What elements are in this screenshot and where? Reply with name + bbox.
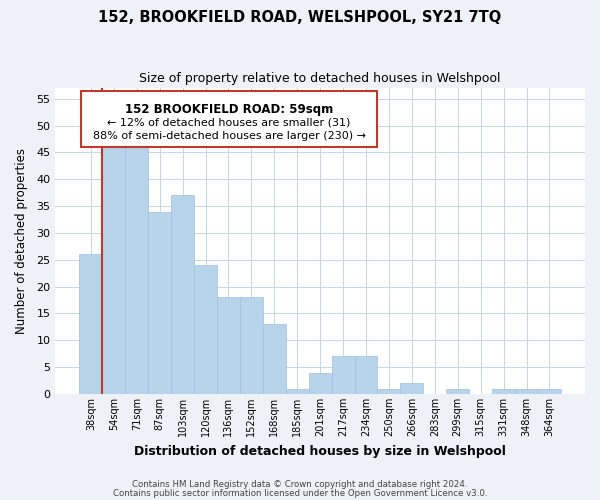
Bar [263, 324, 286, 394]
Bar [538, 388, 561, 394]
Bar [125, 147, 148, 394]
X-axis label: Distribution of detached houses by size in Welshpool: Distribution of detached houses by size … [134, 444, 506, 458]
Text: Contains public sector information licensed under the Open Government Licence v3: Contains public sector information licen… [113, 489, 487, 498]
Bar [308, 372, 332, 394]
Bar [355, 356, 377, 394]
Bar [103, 147, 125, 394]
Bar [286, 388, 308, 394]
FancyBboxPatch shape [80, 90, 377, 147]
Bar [377, 388, 400, 394]
Bar [492, 388, 515, 394]
Bar [400, 384, 424, 394]
Bar [446, 388, 469, 394]
Bar [148, 212, 171, 394]
Bar [194, 265, 217, 394]
Bar [217, 298, 240, 394]
Bar [515, 388, 538, 394]
Bar [171, 196, 194, 394]
Bar [79, 254, 103, 394]
Text: 152, BROOKFIELD ROAD, WELSHPOOL, SY21 7TQ: 152, BROOKFIELD ROAD, WELSHPOOL, SY21 7T… [98, 10, 502, 25]
Title: Size of property relative to detached houses in Welshpool: Size of property relative to detached ho… [139, 72, 501, 86]
Bar [332, 356, 355, 394]
Text: ← 12% of detached houses are smaller (31): ← 12% of detached houses are smaller (31… [107, 118, 351, 128]
Text: 152 BROOKFIELD ROAD: 59sqm: 152 BROOKFIELD ROAD: 59sqm [125, 103, 333, 116]
Y-axis label: Number of detached properties: Number of detached properties [15, 148, 28, 334]
Text: Contains HM Land Registry data © Crown copyright and database right 2024.: Contains HM Land Registry data © Crown c… [132, 480, 468, 489]
Bar [240, 298, 263, 394]
Text: 88% of semi-detached houses are larger (230) →: 88% of semi-detached houses are larger (… [92, 131, 365, 141]
